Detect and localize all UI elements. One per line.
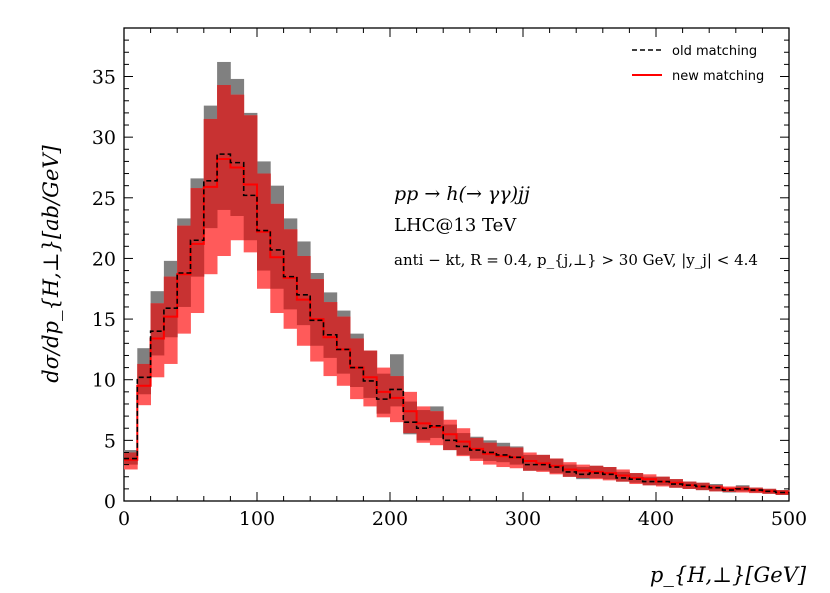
y-tick-label: 20 [92, 248, 116, 270]
legend-old-label: old matching [672, 44, 757, 59]
overlap-band-bin [336, 316, 351, 374]
overlap-band-bin [296, 256, 311, 326]
overlap-band-bin [429, 411, 444, 438]
annotation-cuts: anti − kt, R = 0.4, p_{j,⊥} > 30 GeV, |y… [394, 251, 758, 269]
overlap-band-bin [163, 276, 178, 338]
axis-ticks [123, 27, 790, 502]
overlap-band-bin [390, 376, 404, 407]
y-tick-label: 25 [92, 188, 116, 210]
overlap-band-bin [509, 447, 524, 465]
overlap-band-bin [203, 118, 218, 229]
overlap-band-bin [350, 338, 364, 387]
x-axis-label: p_{H,⊥}[GeV] [650, 563, 807, 587]
overlap-band-bin [124, 452, 138, 465]
overlap-band-bin [363, 350, 378, 398]
legend-new-label: new matching [672, 69, 764, 84]
x-tick-label: 400 [638, 508, 674, 530]
overlap-band-bin [456, 433, 471, 455]
y-tick-label: 15 [92, 309, 116, 331]
y-tick-label: 0 [104, 491, 116, 513]
overlap-band-bin [230, 94, 245, 216]
overlap-band-bin [150, 303, 165, 356]
y-axis-label: dσ/dp_{H,⊥}[ab/GeV] [39, 144, 63, 382]
y-tick-label: 5 [104, 430, 116, 452]
overlap-band-bin [270, 203, 284, 289]
annotation-energy: LHC@13 TeV [394, 215, 517, 236]
overlap-band-bin [257, 173, 271, 271]
overlap-band-bin [217, 85, 231, 210]
x-tick-label: 100 [239, 508, 275, 530]
y-tick-label: 30 [92, 127, 116, 149]
x-tick-label: 200 [372, 508, 408, 530]
overlap-band-bin [403, 401, 417, 434]
overlap-band-bin [137, 363, 151, 395]
x-tick-label: 500 [771, 508, 807, 530]
overlap-band-bin [523, 454, 537, 471]
overlap-band-bin [190, 188, 205, 277]
overlap-band-bin [443, 424, 457, 451]
overlap-band-bin [376, 373, 391, 414]
overlap-band-bin [283, 229, 298, 310]
plot-frame [123, 27, 790, 502]
overlap-band-bin [243, 115, 258, 241]
annotation-process: pp → h(→ γγ)jj [394, 183, 530, 205]
overlap-band-bin [616, 471, 630, 482]
overlap-band-bin [562, 464, 577, 477]
y-tick-label: 10 [92, 370, 116, 392]
overlap-band-bin [310, 279, 324, 346]
legend: old matching new matching [632, 44, 764, 84]
overlap-band-bin [576, 467, 590, 478]
x-tick-label: 300 [505, 508, 541, 530]
old-matching-line [124, 153, 789, 494]
y-tick-label: 35 [92, 67, 116, 89]
x-tick-label: 0 [118, 508, 130, 530]
overlap-band-bin [416, 410, 431, 441]
overlap-band-bin [323, 302, 338, 358]
overlap-band-bin [177, 225, 191, 307]
tick-labels: 0 100 200 300 400 500 0 5 10 15 20 25 30 35 [92, 67, 807, 530]
